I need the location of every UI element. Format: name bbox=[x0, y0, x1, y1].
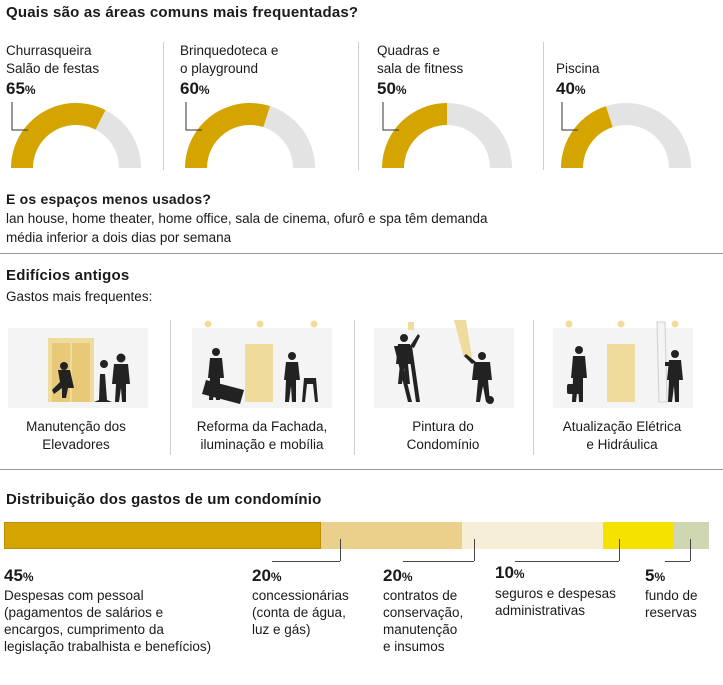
gauge-value: 60% bbox=[180, 79, 210, 98]
gauge-label: Brinquedoteca e bbox=[180, 43, 279, 58]
gauge-value: 50% bbox=[377, 79, 407, 98]
expense-item-label: Reforma da Fachada, iluminação e mobília bbox=[196, 419, 328, 452]
distribution-segment bbox=[673, 522, 709, 549]
gauge-leader-line bbox=[561, 102, 578, 131]
distribution-value: 10% bbox=[495, 563, 525, 582]
old-buildings-subtitle: Gastos mais frequentes: bbox=[6, 289, 153, 304]
divider bbox=[533, 320, 534, 455]
expense-item-label: Atualização Elétrica e Hidráulica bbox=[562, 419, 682, 452]
least-used-text-line2: média inferior a dois dias por semana bbox=[6, 230, 232, 245]
gauge-chart bbox=[11, 102, 141, 168]
section-title-least-used: E os espaços menos usados? bbox=[6, 191, 212, 207]
gauge-value: 65% bbox=[6, 79, 36, 98]
expense-item-label: Manutenção dos Elevadores bbox=[26, 419, 126, 452]
section-title-distribution: Distribuição dos gastos de um condomínio bbox=[6, 491, 322, 508]
leader-line bbox=[690, 539, 691, 561]
leader-line bbox=[619, 539, 620, 561]
divider bbox=[0, 253, 723, 254]
section-title-old-buildings: Edifícios antigos bbox=[6, 267, 130, 284]
leader-line bbox=[340, 539, 341, 561]
distribution-label: concessionárias (conta de água, luz e gás) bbox=[252, 588, 349, 637]
gauge-leader-line bbox=[11, 102, 28, 131]
elevator-maintenance-icon bbox=[8, 318, 148, 408]
gauge-fill bbox=[185, 103, 271, 168]
divider bbox=[543, 42, 544, 170]
gauge-track bbox=[605, 103, 691, 168]
gauge-track bbox=[263, 106, 315, 168]
divider bbox=[170, 320, 171, 455]
distribution-value: 5% bbox=[645, 566, 666, 585]
gauge-leader-line bbox=[185, 102, 202, 131]
distribution-value: 45% bbox=[4, 566, 34, 585]
gauge-label: Salão de festas bbox=[6, 61, 100, 76]
electrical-plumbing-icon bbox=[553, 318, 693, 408]
leader-line bbox=[515, 561, 619, 562]
distribution-label: contratos de conservação, manutenção e insu… bbox=[383, 588, 464, 654]
distribution-value: 20% bbox=[383, 566, 413, 585]
gauge-leader-line bbox=[382, 102, 399, 131]
distribution-label: Despesas com pessoal (pagamentos de salár… bbox=[4, 588, 212, 654]
gauge-fill bbox=[11, 102, 106, 168]
distribution-segment bbox=[603, 522, 674, 549]
gauge-label: sala de fitness bbox=[377, 61, 464, 76]
divider bbox=[163, 42, 164, 170]
distribution-segment bbox=[4, 522, 322, 549]
gauge-chart bbox=[382, 102, 512, 168]
gauge-chart bbox=[561, 102, 691, 168]
distribution-value: 20% bbox=[252, 566, 282, 585]
gauge-track bbox=[447, 103, 512, 168]
expense-item-label: Pintura do Condomínio bbox=[406, 419, 480, 452]
gauge-label: Piscina bbox=[556, 61, 600, 76]
leader-line bbox=[272, 561, 340, 562]
gauge-label: Churrasqueira bbox=[6, 43, 92, 58]
leader-line bbox=[403, 561, 474, 562]
divider bbox=[354, 320, 355, 455]
gauge-value: 40% bbox=[556, 79, 586, 98]
facade-renovation-icon bbox=[192, 318, 332, 408]
painting-icon bbox=[374, 318, 514, 408]
divider bbox=[358, 42, 359, 170]
gauge-label: o playground bbox=[180, 61, 259, 76]
distribution-label: fundo de reservas bbox=[645, 588, 698, 620]
section-title-frequented: Quais são as áreas comuns mais frequenta… bbox=[6, 4, 359, 21]
gauge-fill bbox=[382, 103, 447, 168]
divider bbox=[0, 469, 723, 470]
distribution-label: seguros e despesas administrativas bbox=[495, 586, 616, 618]
gauge-fill bbox=[561, 106, 613, 168]
distribution-segment bbox=[462, 522, 604, 549]
gauge-chart bbox=[185, 102, 315, 168]
leader-line bbox=[665, 561, 690, 562]
leader-line bbox=[474, 539, 475, 561]
gauge-label: Quadras e bbox=[377, 43, 441, 58]
least-used-text-line1: lan house, home theater, home office, sa… bbox=[6, 211, 488, 226]
gauge-track bbox=[95, 110, 141, 168]
distribution-segment bbox=[321, 522, 463, 549]
